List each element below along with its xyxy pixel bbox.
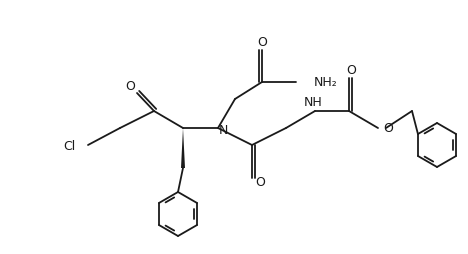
Text: O: O [125,80,135,92]
Text: N: N [218,124,228,137]
Text: O: O [257,36,267,49]
Text: O: O [383,121,393,135]
Text: O: O [255,177,265,189]
Text: NH₂: NH₂ [314,75,338,88]
Text: Cl: Cl [64,140,76,153]
Text: O: O [346,64,356,76]
Polygon shape [181,128,185,168]
Text: NH: NH [304,96,322,108]
